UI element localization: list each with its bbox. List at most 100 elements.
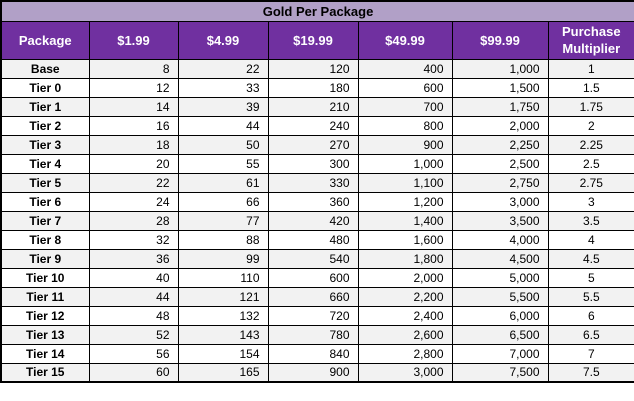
title-row: Gold Per Package <box>0 0 634 22</box>
gold-amount-cell: 3,500 <box>451 210 549 231</box>
column-header: $1.99 <box>88 20 179 60</box>
gold-amount-cell: 720 <box>267 305 359 326</box>
gold-amount-cell: 20 <box>88 153 179 174</box>
gold-per-package-table: Gold Per Package Package $1.99 $4.99 $19.99… <box>0 0 634 383</box>
gold-amount-cell: 12 <box>88 77 179 98</box>
purchase-multiplier-cell: 1.5 <box>547 77 634 98</box>
gold-amount-cell: 1,600 <box>357 229 453 250</box>
gold-amount-cell: 28 <box>88 210 179 231</box>
purchase-multiplier-cell: 1 <box>547 58 634 79</box>
package-name-cell: Tier 8 <box>0 229 90 250</box>
gold-amount-cell: 5,000 <box>451 267 549 288</box>
gold-amount-cell: 2,600 <box>357 324 453 345</box>
gold-amount-cell: 120 <box>267 58 359 79</box>
gold-amount-cell: 40 <box>88 267 179 288</box>
gold-amount-cell: 56 <box>88 343 179 364</box>
gold-amount-cell: 4,500 <box>451 248 549 269</box>
purchase-multiplier-cell: 2.25 <box>547 134 634 155</box>
column-header: Package <box>0 20 90 60</box>
gold-amount-cell: 4,000 <box>451 229 549 250</box>
table-title: Gold Per Package <box>0 0 634 22</box>
gold-amount-cell: 2,000 <box>357 267 453 288</box>
gold-amount-cell: 1,400 <box>357 210 453 231</box>
gold-amount-cell: 3,000 <box>451 191 549 212</box>
gold-amount-cell: 1,750 <box>451 96 549 117</box>
gold-amount-cell: 132 <box>177 305 269 326</box>
purchase-multiplier-cell: 5.5 <box>547 286 634 307</box>
purchase-multiplier-cell: 3 <box>547 191 634 212</box>
gold-amount-cell: 33 <box>177 77 269 98</box>
gold-amount-cell: 16 <box>88 115 179 136</box>
column-header-row: Package $1.99 $4.99 $19.99 $49.99 $99.99 Purch… <box>0 20 634 60</box>
gold-amount-cell: 66 <box>177 191 269 212</box>
purchase-multiplier-cell: 7 <box>547 343 634 364</box>
table-row: Base 8 22 120 400 1,000 1 <box>0 58 634 79</box>
gold-amount-cell: 110 <box>177 267 269 288</box>
gold-amount-cell: 1,100 <box>357 172 453 193</box>
package-name-cell: Tier 2 <box>0 115 90 136</box>
gold-amount-cell: 2,750 <box>451 172 549 193</box>
table-row: Tier 11 44 121 660 2,200 5,500 5.5 <box>0 286 634 307</box>
table-row: Tier 8 32 88 480 1,600 4,000 4 <box>0 229 634 250</box>
gold-amount-cell: 22 <box>177 58 269 79</box>
gold-amount-cell: 480 <box>267 229 359 250</box>
gold-per-package-sheet: Gold Per Package Package $1.99 $4.99 $19.99… <box>0 0 634 383</box>
table-row: Tier 13 52 143 780 2,600 6,500 6.5 <box>0 324 634 345</box>
table-row: Tier 14 56 154 840 2,800 7,000 7 <box>0 343 634 364</box>
package-name-cell: Tier 9 <box>0 248 90 269</box>
table-row: Tier 3 18 50 270 900 2,250 2.25 <box>0 134 634 155</box>
gold-amount-cell: 1,200 <box>357 191 453 212</box>
gold-amount-cell: 2,800 <box>357 343 453 364</box>
table-row: Tier 12 48 132 720 2,400 6,000 6 <box>0 305 634 326</box>
purchase-multiplier-cell: 2.5 <box>547 153 634 174</box>
package-name-cell: Tier 13 <box>0 324 90 345</box>
package-name-cell: Tier 6 <box>0 191 90 212</box>
gold-amount-cell: 8 <box>88 58 179 79</box>
gold-amount-cell: 3,000 <box>357 362 453 383</box>
gold-amount-cell: 44 <box>177 115 269 136</box>
gold-amount-cell: 50 <box>177 134 269 155</box>
purchase-multiplier-cell: 3.5 <box>547 210 634 231</box>
gold-amount-cell: 270 <box>267 134 359 155</box>
package-name-cell: Tier 1 <box>0 96 90 117</box>
gold-amount-cell: 600 <box>357 77 453 98</box>
gold-amount-cell: 44 <box>88 286 179 307</box>
package-name-cell: Tier 12 <box>0 305 90 326</box>
purchase-multiplier-cell: 1.75 <box>547 96 634 117</box>
gold-amount-cell: 77 <box>177 210 269 231</box>
package-name-cell: Tier 7 <box>0 210 90 231</box>
gold-amount-cell: 14 <box>88 96 179 117</box>
gold-amount-cell: 7,000 <box>451 343 549 364</box>
column-header: $49.99 <box>357 20 453 60</box>
gold-amount-cell: 143 <box>177 324 269 345</box>
gold-amount-cell: 6,000 <box>451 305 549 326</box>
column-header: $19.99 <box>267 20 359 60</box>
package-name-cell: Tier 3 <box>0 134 90 155</box>
gold-amount-cell: 61 <box>177 172 269 193</box>
gold-amount-cell: 18 <box>88 134 179 155</box>
gold-amount-cell: 24 <box>88 191 179 212</box>
gold-amount-cell: 99 <box>177 248 269 269</box>
gold-amount-cell: 330 <box>267 172 359 193</box>
table-row: Tier 15 60 165 900 3,000 7,500 7.5 <box>0 362 634 383</box>
column-header: $4.99 <box>177 20 269 60</box>
gold-amount-cell: 1,800 <box>357 248 453 269</box>
gold-amount-cell: 540 <box>267 248 359 269</box>
table-row: Tier 2 16 44 240 800 2,000 2 <box>0 115 634 136</box>
package-name-cell: Tier 14 <box>0 343 90 364</box>
table-row: Tier 1 14 39 210 700 1,750 1.75 <box>0 96 634 117</box>
gold-amount-cell: 5,500 <box>451 286 549 307</box>
purchase-multiplier-cell: 5 <box>547 267 634 288</box>
gold-amount-cell: 600 <box>267 267 359 288</box>
gold-amount-cell: 48 <box>88 305 179 326</box>
gold-amount-cell: 180 <box>267 77 359 98</box>
purchase-multiplier-cell: 2.75 <box>547 172 634 193</box>
gold-amount-cell: 360 <box>267 191 359 212</box>
gold-amount-cell: 900 <box>357 134 453 155</box>
gold-amount-cell: 52 <box>88 324 179 345</box>
gold-amount-cell: 55 <box>177 153 269 174</box>
package-name-cell: Base <box>0 58 90 79</box>
gold-amount-cell: 36 <box>88 248 179 269</box>
gold-amount-cell: 7,500 <box>451 362 549 383</box>
gold-amount-cell: 1,000 <box>357 153 453 174</box>
